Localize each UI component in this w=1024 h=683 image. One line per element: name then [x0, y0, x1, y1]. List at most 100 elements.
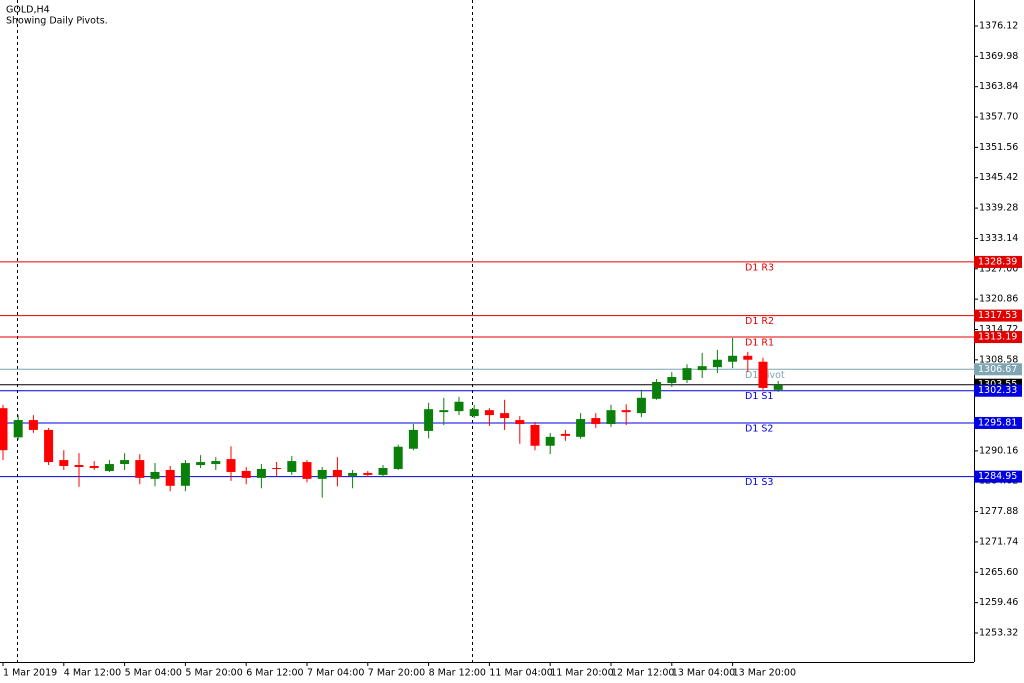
pivot-tag	[974, 309, 1022, 322]
x-tick-label: 8 Mar 12:00	[429, 668, 486, 679]
candle-body	[120, 460, 130, 465]
candle-body	[104, 464, 114, 471]
current-price-label: 1303.55	[978, 379, 1017, 390]
candle-body	[424, 409, 434, 431]
candle-body	[196, 462, 206, 466]
candle-body	[743, 355, 753, 360]
chart-subtitle: Showing Daily Pivots.	[6, 16, 108, 27]
x-tick-label: 7 Mar 04:00	[307, 668, 364, 679]
candle-body	[28, 420, 38, 430]
candle-body	[332, 469, 342, 477]
candle-body	[287, 461, 297, 472]
pivot-name: D1 R1	[745, 338, 774, 349]
y-tick-label: 1308.58	[979, 354, 1018, 365]
x-tick-label: 6 Mar 12:00	[246, 668, 303, 679]
pivot-name: D1 S1	[745, 391, 773, 402]
y-tick-label: 1271.74	[979, 536, 1018, 547]
y-tick-label: 1376.12	[979, 20, 1018, 31]
pivot-value-label: 1295.81	[978, 417, 1017, 428]
candle-body	[515, 420, 525, 425]
y-tick-label: 1339.28	[979, 203, 1018, 214]
candle-body	[13, 420, 23, 438]
y-tick-label: 1363.84	[979, 81, 1018, 92]
x-tick-label: 11 Mar 04:00	[489, 668, 552, 679]
y-tick-label: 1327.00	[979, 263, 1018, 274]
y-tick-label: 1290.16	[979, 445, 1018, 456]
pivot-name: D1 S2	[745, 423, 773, 434]
candle-body	[165, 469, 175, 486]
pivot-name: D1 S3	[745, 477, 773, 488]
candle-body	[89, 466, 99, 468]
pivot-tag	[974, 255, 1022, 268]
y-tick-label: 1259.46	[979, 597, 1018, 608]
candle-body	[302, 462, 312, 479]
x-tick-label: 5 Mar 04:00	[125, 668, 182, 679]
pivot-tag	[974, 384, 1022, 397]
y-tick-label: 1369.98	[979, 51, 1018, 62]
candle-body	[44, 429, 54, 463]
candle-body	[773, 384, 783, 390]
y-tick-label: 1277.88	[979, 506, 1018, 517]
x-tick-label: 4 Mar 12:00	[64, 668, 121, 679]
x-tick-label: 7 Mar 20:00	[368, 668, 425, 679]
chart-title: GOLD,H4	[6, 5, 50, 16]
candle-body	[621, 410, 631, 413]
candle-body	[576, 419, 586, 437]
candle-body	[150, 471, 160, 479]
x-tick-label: 13 Mar 20:00	[733, 668, 796, 679]
pivot-value-label: 1284.95	[978, 471, 1017, 482]
y-tick-label: 1345.42	[979, 172, 1018, 183]
pivot-tag	[974, 363, 1022, 376]
y-tick-label: 1253.32	[979, 627, 1018, 638]
candle-body	[712, 359, 722, 368]
x-tick-label: 11 Mar 20:00	[550, 668, 613, 679]
candle-body	[241, 470, 251, 478]
y-tick-label: 1333.14	[979, 233, 1018, 244]
pivot-value-label: 1302.33	[978, 385, 1017, 396]
candle-body	[408, 429, 418, 449]
x-tick-label: 5 Mar 20:00	[185, 668, 242, 679]
pivot-value-label: 1313.19	[978, 332, 1017, 343]
candle-body	[560, 433, 570, 436]
x-tick-label: 12 Mar 12:00	[611, 668, 674, 679]
candle-body	[469, 409, 479, 417]
pivot-value-label: 1306.67	[978, 364, 1017, 375]
candle-body	[135, 460, 145, 478]
y-tick-label: 1351.56	[979, 142, 1018, 153]
x-tick-label: 1 Mar 2019	[3, 668, 57, 679]
pivot-tag	[974, 416, 1022, 429]
candle-body	[59, 460, 69, 467]
pivot-value-label: 1317.53	[978, 310, 1017, 321]
candle-body	[758, 361, 768, 388]
candle-body	[484, 410, 494, 416]
candle-body	[256, 468, 266, 478]
candle-body	[378, 467, 388, 475]
candle-body	[211, 461, 221, 465]
candle-body	[180, 463, 190, 486]
candle-body	[682, 368, 692, 381]
candle-body	[454, 401, 464, 412]
candle-body	[652, 381, 662, 399]
pivot-tag	[974, 470, 1022, 483]
candle-body	[226, 459, 236, 472]
candle-body	[545, 436, 555, 446]
candle-body	[697, 366, 707, 371]
candle-body	[728, 355, 738, 362]
candle-body	[0, 408, 8, 451]
x-tick-label: 13 Mar 04:00	[672, 668, 735, 679]
candle-body	[500, 413, 510, 419]
candle-body	[363, 472, 373, 475]
pivot-value-label: 1328.39	[978, 256, 1017, 267]
candle-body	[439, 410, 449, 413]
candle-body	[348, 472, 358, 476]
pivot-tag	[974, 331, 1022, 344]
candle-body	[317, 469, 327, 479]
y-tick-label: 1314.72	[979, 324, 1018, 335]
candle-body	[530, 424, 540, 446]
candle-body	[606, 410, 616, 425]
y-tick-label: 1320.86	[979, 294, 1018, 305]
pivot-name: D1 R3	[745, 262, 774, 273]
candle-body	[667, 377, 677, 383]
y-tick-label: 1265.60	[979, 567, 1018, 578]
